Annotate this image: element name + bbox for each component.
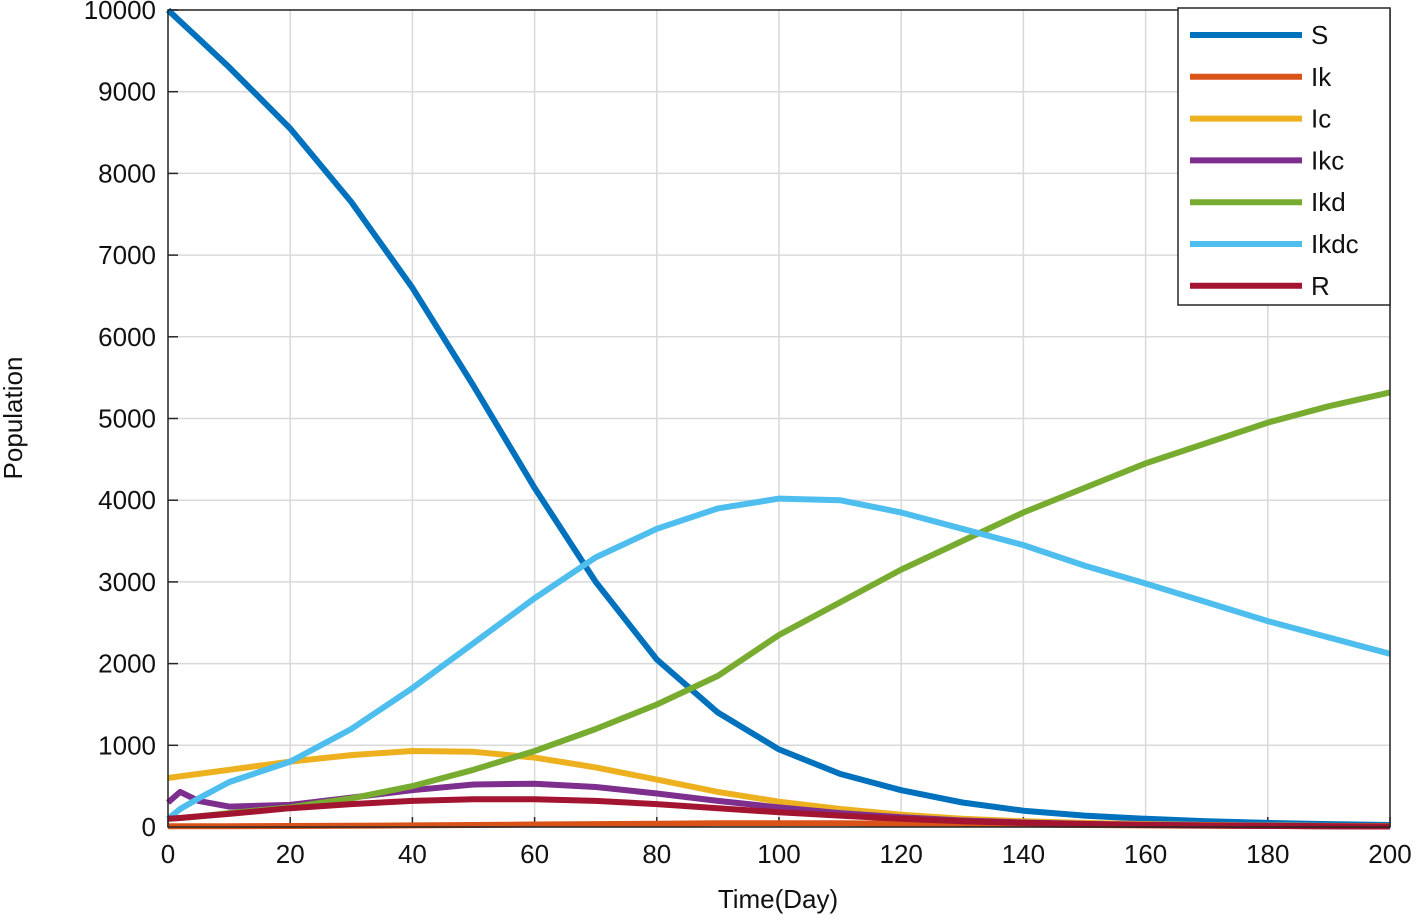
legend-label: Ik: [1311, 62, 1332, 92]
x-tick-label: 140: [1002, 839, 1045, 869]
legend-box: [1177, 7, 1391, 306]
x-tick-label: 20: [276, 839, 305, 869]
y-tick-label: 0: [142, 812, 156, 842]
x-tick-label: 0: [161, 839, 175, 869]
y-tick-label: 2000: [98, 649, 156, 679]
x-tick-label: 200: [1368, 839, 1411, 869]
x-tick-label: 40: [398, 839, 427, 869]
y-axis-label: Population: [0, 357, 28, 480]
y-tick-label: 6000: [98, 322, 156, 352]
legend-label: R: [1311, 271, 1330, 301]
legend-label: Ic: [1311, 104, 1331, 134]
series-line: [166, 495, 1391, 822]
legend-label: Ikdc: [1311, 229, 1359, 259]
legend-label: Ikd: [1311, 187, 1346, 217]
y-tick-label: 4000: [98, 485, 156, 515]
y-tick-label: 3000: [98, 567, 156, 597]
y-tick-label: 9000: [98, 77, 156, 107]
y-tick-label: 1000: [98, 730, 156, 760]
x-tick-label: 100: [757, 839, 800, 869]
x-tick-label: 180: [1246, 839, 1289, 869]
y-tick-label: 10000: [84, 0, 156, 25]
x-tick-label: 120: [880, 839, 923, 869]
legend-label: Ikc: [1311, 145, 1344, 175]
x-axis-label: Time(Day): [718, 884, 838, 914]
legend-label: S: [1311, 20, 1328, 50]
series-line: [165, 7, 1391, 828]
series-line: [167, 796, 1391, 830]
plot-frame: [167, 9, 1391, 828]
y-tick-label: 5000: [98, 404, 156, 434]
x-tick-label: 80: [642, 839, 671, 869]
x-tick-label: 160: [1124, 839, 1167, 869]
y-tick-label: 7000: [98, 240, 156, 270]
x-tick-label: 60: [520, 839, 549, 869]
y-tick-label: 8000: [98, 158, 156, 188]
